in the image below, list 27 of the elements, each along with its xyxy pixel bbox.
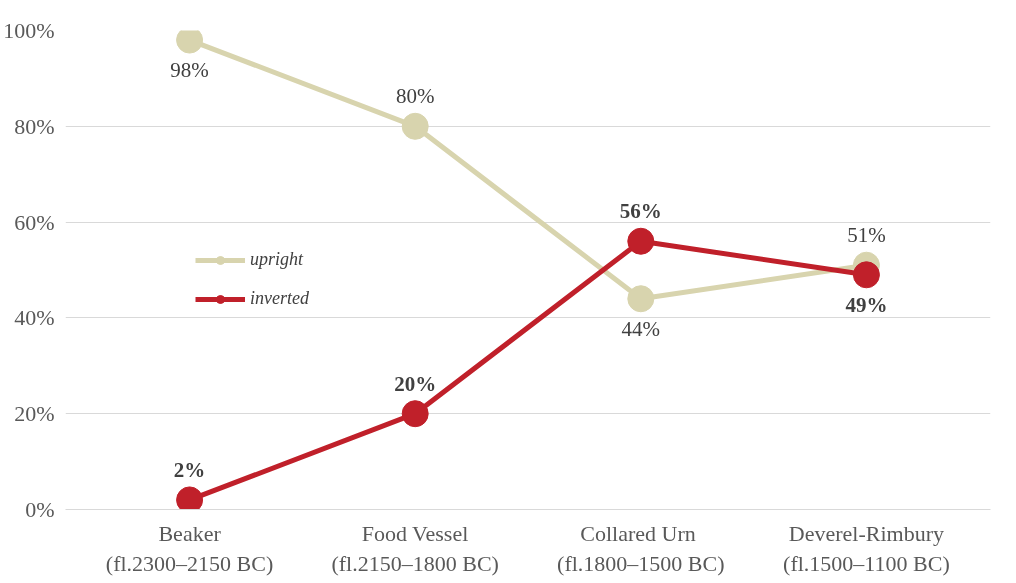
data-label: 98% <box>170 58 209 83</box>
point <box>401 400 429 428</box>
point <box>627 227 655 255</box>
data-label: 49% <box>845 292 888 317</box>
point <box>176 30 204 54</box>
point <box>852 261 880 289</box>
y-tick-label: 20% <box>14 401 55 427</box>
data-label: 51% <box>847 223 886 248</box>
y-tick-label: 80% <box>14 113 55 139</box>
data-label: 2% <box>173 457 206 482</box>
legend-label: upright <box>250 249 304 270</box>
data-label: 56% <box>619 199 662 224</box>
y-tick-label: 60% <box>14 209 55 235</box>
x-tick-label: Food Vessel (fl.2150–1800 BC) <box>331 520 499 576</box>
y-tick-label: 100% <box>3 18 55 43</box>
y-tick-label: 40% <box>14 305 55 331</box>
data-label: 80% <box>395 84 435 109</box>
data-label: 20% <box>394 371 437 396</box>
point <box>401 112 429 140</box>
point <box>176 486 204 510</box>
x-tick-label: Collared Urn (fl.1800–1500 BC) <box>557 520 725 576</box>
point <box>627 285 655 313</box>
data-label: 44% <box>621 316 661 341</box>
legend-label: inverted <box>250 288 309 309</box>
x-tick-label: Deverel-Rimbury (fl.1500–1100 BC) <box>783 520 950 576</box>
y-tick-label: 0% <box>25 497 55 522</box>
x-tick-label: Beaker (fl.2300–2150 BC) <box>105 520 274 576</box>
